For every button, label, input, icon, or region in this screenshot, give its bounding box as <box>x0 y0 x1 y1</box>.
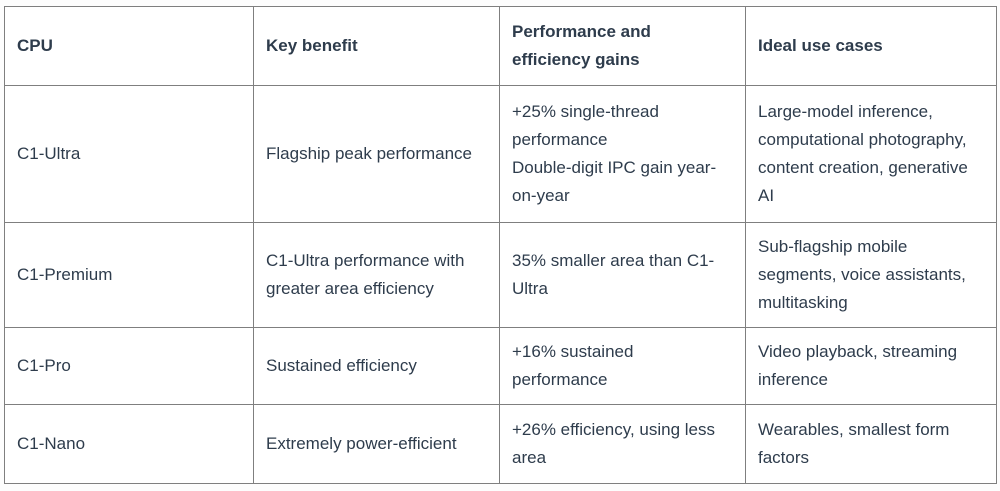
cell-ideal-use-cases: Sub-flagship mobile segments, voice assi… <box>745 222 997 328</box>
cell-cpu: C1-Ultra <box>4 85 254 223</box>
table-row-c1-nano: C1-Nano Extremely power-efficient +26% e… <box>4 404 997 484</box>
cell-performance-gains: +25% single-thread performance Double-di… <box>499 85 746 223</box>
cell-performance-gains: 35% smaller area than C1-Ultra <box>499 222 746 328</box>
cell-performance-gains: +16% sustained performance <box>499 327 746 405</box>
column-header-cpu: CPU <box>4 6 254 86</box>
cell-ideal-use-cases: Video playback, streaming inference <box>745 327 997 405</box>
cell-cpu: C1-Pro <box>4 327 254 405</box>
header-row: CPU Key benefit Performance and efficien… <box>4 6 997 86</box>
cell-key-benefit: C1-Ultra performance with greater area e… <box>253 222 500 328</box>
cell-performance-gains: +26% efficiency, using less area <box>499 404 746 484</box>
cell-key-benefit: Flagship peak performance <box>253 85 500 223</box>
cell-ideal-use-cases: Large-model inference, computational pho… <box>745 85 997 223</box>
column-header-ideal-use-cases: Ideal use cases <box>745 6 997 86</box>
column-header-key-benefit: Key benefit <box>253 6 500 86</box>
cell-cpu: C1-Nano <box>4 404 254 484</box>
cell-key-benefit: Sustained efficiency <box>253 327 500 405</box>
table-row-c1-ultra: C1-Ultra Flagship peak performance +25% … <box>4 85 997 223</box>
table-row-c1-premium: C1-Premium C1-Ultra performance with gre… <box>4 222 997 328</box>
cell-ideal-use-cases: Wearables, smallest form factors <box>745 404 997 484</box>
table-row-c1-pro: C1-Pro Sustained efficiency +16% sustain… <box>4 327 997 405</box>
cell-key-benefit: Extremely power-efficient <box>253 404 500 484</box>
cell-cpu: C1-Premium <box>4 222 254 328</box>
column-header-performance-gains: Performance and efficiency gains <box>499 6 746 86</box>
cpu-comparison-table: CPU Key benefit Performance and efficien… <box>4 6 997 484</box>
